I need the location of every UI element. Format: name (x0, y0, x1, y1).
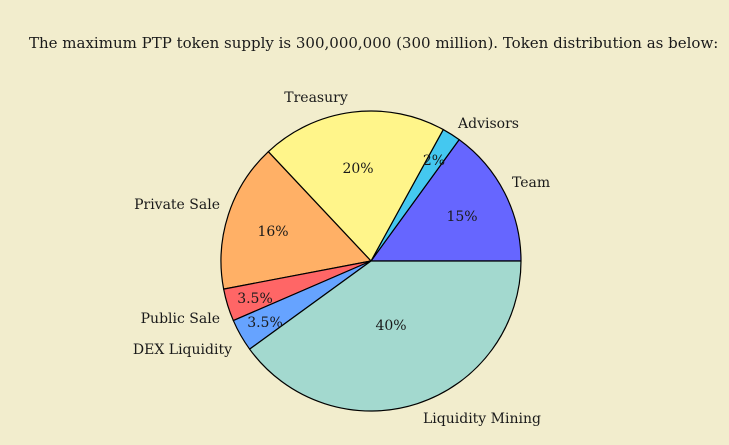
slice-category-label: Team (512, 175, 550, 191)
intro-text: The maximum PTP token supply is 300,000,… (29, 34, 719, 52)
slice-category-label: Public Sale (141, 311, 220, 327)
slice-value-label: 40% (375, 318, 406, 334)
pie-slice-team (370, 139, 522, 262)
slice-category-label: Advisors (457, 116, 519, 132)
slice-category-label: Liquidity Mining (423, 411, 541, 427)
pie-slice-liquidity-mining (249, 260, 522, 412)
slice-category-label: DEX Liquidity (133, 342, 232, 358)
pie-slice-treasury (267, 110, 444, 262)
slice-value-label: 3.5% (237, 291, 273, 307)
slice-category-label: Private Sale (134, 197, 220, 213)
slice-value-label: 20% (342, 161, 373, 177)
slice-value-label: 2% (423, 153, 445, 169)
pie-slice-private-sale (220, 151, 372, 290)
slice-value-label: 15% (446, 209, 477, 225)
slice-value-label: 3.5% (247, 315, 283, 331)
slice-value-label: 16% (257, 224, 288, 240)
slice-category-label: Treasury (284, 90, 348, 106)
